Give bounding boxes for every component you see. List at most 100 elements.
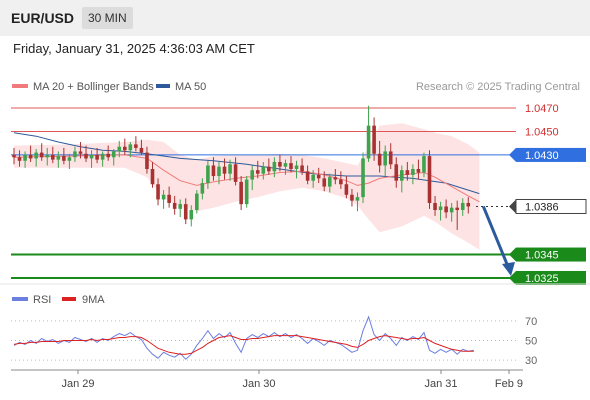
level-label: 1.0470 xyxy=(525,103,559,115)
candle-body xyxy=(50,154,55,160)
candle-body xyxy=(89,154,94,159)
candle-body xyxy=(111,151,116,158)
candle-body xyxy=(17,157,22,161)
candle-body xyxy=(344,184,349,195)
header-bar: EUR/USD 30 MIN xyxy=(0,0,590,36)
rsi-tick-label: 30 xyxy=(525,355,537,367)
candle-body xyxy=(28,154,33,159)
candle-body xyxy=(45,154,50,158)
candle-body xyxy=(56,156,61,160)
forecast-arrow-shaft xyxy=(481,205,511,270)
rsi-legend-label: RSI xyxy=(33,294,51,306)
candle-body xyxy=(106,153,110,158)
candle-body xyxy=(322,178,327,187)
rsi-tick-label: 70 xyxy=(525,316,537,328)
candle-body xyxy=(128,144,133,151)
candle-body xyxy=(222,166,227,174)
candle-body xyxy=(433,202,437,211)
candle-body xyxy=(67,157,72,161)
candle-body xyxy=(372,125,376,154)
candle-body xyxy=(178,204,182,209)
rsi-legend-swatch xyxy=(12,297,28,301)
candle-body xyxy=(161,194,166,200)
rsi-line xyxy=(13,315,474,360)
candle-body xyxy=(217,166,221,177)
candle-body xyxy=(172,202,177,209)
candle-body xyxy=(200,183,205,194)
candle-body xyxy=(272,161,277,172)
rsi-panel: 30 50 70 xyxy=(11,315,537,367)
candle-body xyxy=(261,166,266,174)
forecast-arrow-head xyxy=(502,261,515,276)
candle-body xyxy=(267,166,271,172)
level-tag xyxy=(516,247,586,262)
candle-body xyxy=(416,168,421,173)
rsi-ma-legend-label: 9MA xyxy=(82,294,105,306)
timestamp: Friday, January 31, 2025 4:36:03 AM CET xyxy=(13,41,255,56)
candle-body xyxy=(327,177,332,187)
ma50-legend-swatch xyxy=(156,84,170,88)
candle-body xyxy=(244,179,249,205)
candle-body xyxy=(460,202,465,211)
candle-body xyxy=(455,207,459,211)
candle-body xyxy=(62,156,66,161)
candle-body xyxy=(355,197,360,201)
candle-body xyxy=(39,152,44,158)
level-tag-pointer xyxy=(509,247,516,262)
candle-body xyxy=(294,165,299,169)
candle-body xyxy=(239,181,243,205)
candle-body xyxy=(350,194,354,201)
candle-body xyxy=(12,154,16,158)
level-tag-pointer xyxy=(509,147,516,162)
ma50-legend-label: MA 50 xyxy=(175,81,206,93)
rsi-ma-line xyxy=(13,335,474,355)
candle-body xyxy=(394,164,399,181)
candle-body xyxy=(123,146,127,151)
ma20-legend-swatch xyxy=(12,84,28,88)
candle-body xyxy=(316,174,321,179)
candle-body xyxy=(250,170,255,180)
candle-body xyxy=(100,153,105,160)
candle-body xyxy=(339,179,343,185)
candle-body xyxy=(167,194,171,203)
candle-body xyxy=(278,161,282,167)
price-levels xyxy=(11,107,516,279)
candle-body xyxy=(73,151,77,158)
candle-body xyxy=(333,177,338,180)
timeframe-badge[interactable]: 30 MIN xyxy=(82,7,133,29)
level-tag-pointer xyxy=(509,199,516,214)
rsi-ma-legend-swatch xyxy=(62,297,76,301)
candle-body xyxy=(145,152,149,169)
candle-body xyxy=(305,171,310,181)
x-axis-tick-label: Feb 9 xyxy=(495,378,523,390)
candle-body xyxy=(195,193,199,211)
rsi-tick-label: 50 xyxy=(525,335,537,347)
candle-body xyxy=(255,170,260,174)
level-tag xyxy=(516,270,586,285)
candle-body xyxy=(388,151,393,165)
candle-body xyxy=(23,154,27,161)
candle-body xyxy=(134,144,138,148)
candle-body xyxy=(228,164,232,174)
candle-body xyxy=(84,153,88,159)
candle-body xyxy=(427,156,432,203)
candle-body xyxy=(411,168,415,175)
candle-body xyxy=(150,168,155,185)
candle-body xyxy=(189,210,194,220)
level-labels: 1.0470 1.0450 1.0430 1.0386 1.0345 1.0325 xyxy=(509,103,587,285)
candle-body xyxy=(422,156,426,173)
candle-body xyxy=(377,153,382,166)
instrument-title: EUR/USD xyxy=(11,10,75,26)
level-tag-pointer xyxy=(509,270,516,285)
level-label: 1.0325 xyxy=(525,273,559,285)
candle-body xyxy=(183,204,188,220)
candle-body xyxy=(400,170,404,181)
candle-body xyxy=(444,206,448,213)
candle-body xyxy=(449,207,454,213)
level-label: 1.0450 xyxy=(525,126,559,138)
candle-body xyxy=(78,151,83,154)
credit-text: Research © 2025 Trading Central xyxy=(416,81,580,93)
candle-body xyxy=(438,206,443,211)
x-axis-tick-label: Jan 30 xyxy=(242,378,275,390)
